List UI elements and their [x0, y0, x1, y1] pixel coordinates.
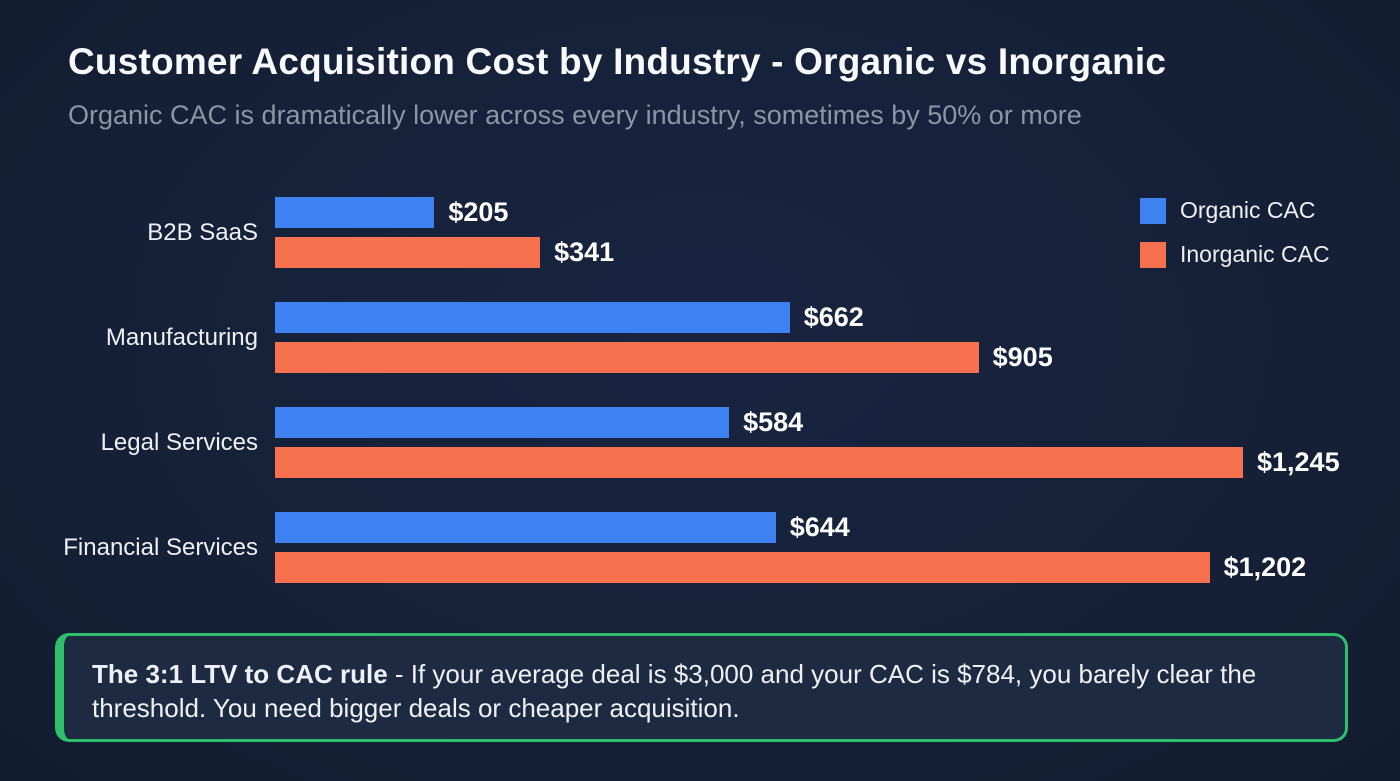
bar-organic: [275, 197, 435, 228]
value-label: $1,245: [1257, 447, 1340, 477]
bar-group: $644 $1,202: [275, 512, 1306, 583]
bar-organic: [275, 302, 790, 333]
legend-swatch-organic-icon: [1140, 197, 1166, 224]
bar-line: $644: [275, 512, 1243, 543]
chart-row: Manufacturing $662 $905: [0, 302, 1400, 373]
bar-group: $662 $905: [275, 302, 1243, 373]
bar-line: $662: [275, 302, 1243, 333]
chart-row: Legal Services $584 $1,245: [0, 407, 1400, 478]
legend-label-inorganic: Inorganic CAC: [1180, 241, 1330, 267]
bar-group: $584 $1,245: [275, 407, 1340, 478]
bar-line: $1,245: [275, 447, 1340, 478]
value-label: $341: [554, 237, 615, 267]
legend-swatch-inorganic-icon: [1140, 241, 1166, 268]
bar-inorganic: [275, 237, 541, 268]
bar-line: $905: [275, 342, 1243, 373]
legend: Organic CAC Inorganic CAC: [1140, 197, 1330, 268]
bar-organic: [275, 407, 730, 438]
legend-item-inorganic: Inorganic CAC: [1140, 241, 1330, 268]
bar-line: $1,202: [275, 552, 1306, 583]
bar-line: $341: [275, 237, 1243, 268]
bar-inorganic: [275, 447, 1243, 478]
callout-body: - If your average deal is $3,000 and you…: [92, 659, 1257, 723]
callout-lead: The 3:1 LTV to CAC rule: [92, 659, 388, 689]
value-label: $1,202: [1223, 552, 1307, 582]
category-label: Manufacturing: [105, 323, 258, 351]
bar-group: $205 $341: [275, 197, 1243, 268]
bar-inorganic: [275, 552, 1210, 583]
value-label: $584: [743, 407, 804, 437]
bar-line: $584: [275, 407, 1243, 438]
bar-organic: [275, 512, 776, 543]
bar-line: $205: [275, 197, 1243, 228]
callout-box: The 3:1 LTV to CAC rule - If your averag…: [55, 633, 1348, 742]
value-label: $205: [448, 197, 509, 227]
legend-item-organic: Organic CAC: [1140, 197, 1330, 224]
chart-row: Financial Services $644 $1,202: [0, 512, 1400, 583]
legend-label-organic: Organic CAC: [1180, 197, 1316, 223]
value-label: $644: [789, 512, 850, 542]
chart-subtitle: Organic CAC is dramatically lower across…: [68, 100, 1082, 130]
value-label: $905: [992, 342, 1053, 372]
chart-row: B2B SaaS $205 $341: [0, 197, 1400, 268]
chart-title: Customer Acquisition Cost by Industry - …: [68, 41, 1167, 82]
value-label: $662: [803, 302, 864, 332]
category-label: Legal Services: [100, 428, 258, 456]
bar-inorganic: [275, 342, 979, 373]
category-label: B2B SaaS: [147, 218, 258, 246]
bar-chart: B2B SaaS $205 $341 Manufacturing $662 $905 Leg…: [0, 197, 1400, 617]
category-label: Financial Services: [63, 533, 258, 561]
